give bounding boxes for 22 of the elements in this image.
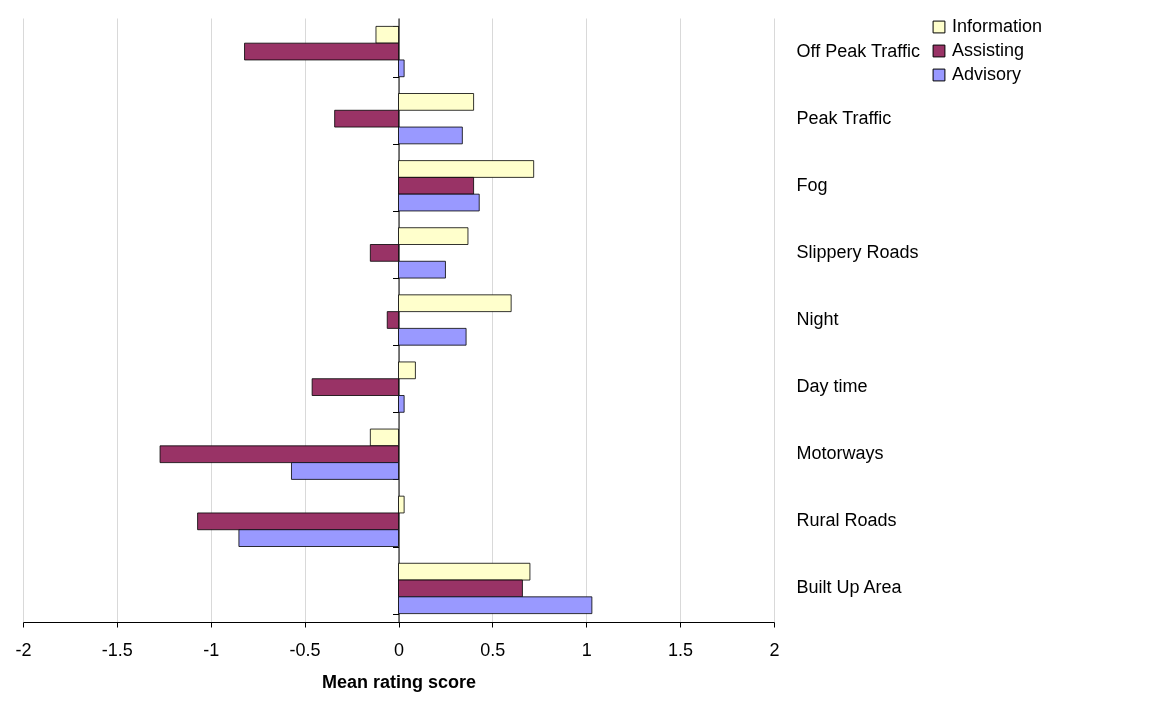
y-tick-label: Night (796, 309, 839, 329)
y-tick-label: Motorways (796, 443, 884, 464)
x-tick-label: 1.5 (668, 639, 694, 660)
x-tick-label: -2 (15, 639, 32, 660)
legend-label: Information (952, 16, 1043, 36)
x-tick-label: 0 (393, 639, 405, 660)
y-tick-label: Fog (796, 174, 828, 195)
x-tick-label: 0.5 (480, 639, 506, 660)
y-tick-label: Rural Roads (796, 510, 897, 531)
y-tick-label: Built Up Area (796, 577, 903, 598)
y-tick-label: Peak Traffic (796, 107, 892, 128)
y-tick-label: Day time (796, 376, 868, 397)
x-tick-label: -1 (203, 639, 220, 660)
x-tick-label: 2 (769, 639, 780, 660)
legend-label: Advisory (952, 64, 1022, 84)
x-axis-title: Mean rating score (321, 671, 477, 692)
legend-label: Assisting (952, 40, 1025, 60)
x-tick-label: -1.5 (101, 639, 133, 660)
x-tick-label: 1 (581, 639, 592, 660)
x-tick-label: -0.5 (289, 639, 321, 660)
y-tick-label: Slippery Roads (796, 241, 919, 262)
y-tick-label: Off Peak Traffic (796, 40, 920, 61)
